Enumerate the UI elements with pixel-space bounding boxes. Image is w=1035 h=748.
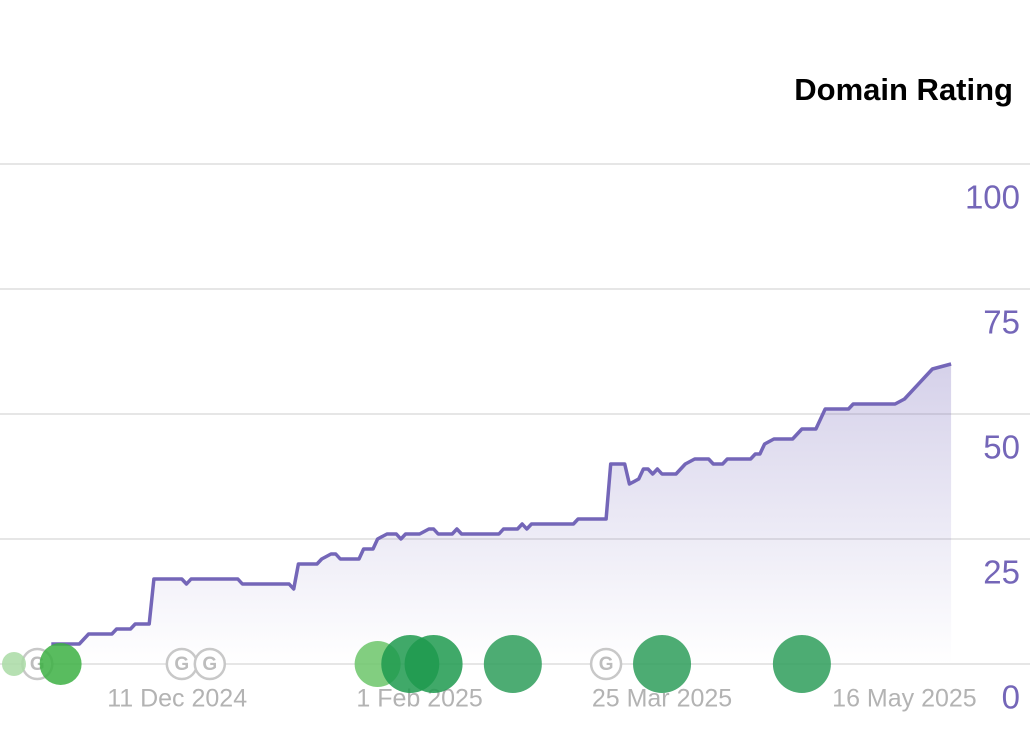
y-tick-label: 25 <box>983 554 1020 591</box>
y-tick-label: 100 <box>965 179 1020 216</box>
update-marker <box>589 647 623 681</box>
event-marker <box>1 652 26 676</box>
event-marker <box>772 635 831 693</box>
y-tick-label: 0 <box>1002 679 1020 716</box>
event-marker <box>404 635 463 693</box>
x-tick-label: 16 May 2025 <box>832 685 977 713</box>
event-marker <box>483 635 542 693</box>
area <box>51 364 952 664</box>
update-label: G <box>202 654 217 675</box>
update-marker <box>193 647 227 681</box>
chart-title: Domain Rating <box>794 72 1013 107</box>
update-label: G <box>174 654 189 675</box>
y-tick-label: 50 <box>983 429 1020 466</box>
line <box>51 362 952 646</box>
event-marker <box>633 635 692 693</box>
event-marker <box>39 643 82 685</box>
update-label: G <box>599 654 614 675</box>
x-tick-label: 11 Dec 2024 <box>107 685 247 713</box>
y-tick-label: 75 <box>983 304 1020 341</box>
